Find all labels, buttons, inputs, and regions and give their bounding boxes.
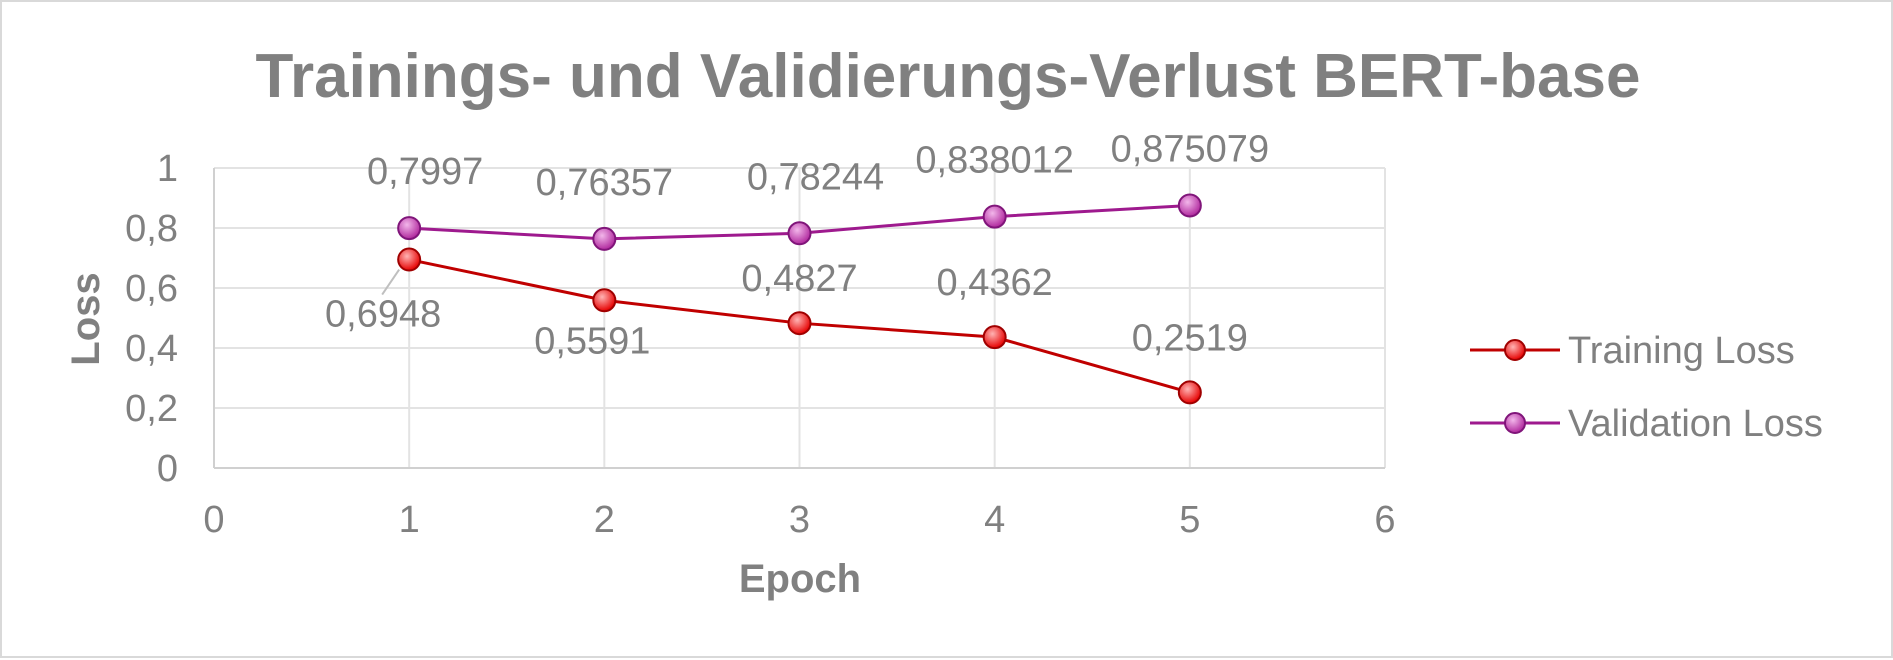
x-tick-label: 6 [1374,499,1395,541]
y-tick-label: 0,6 [125,268,178,310]
data-point-training [592,288,617,313]
y-tick-label: 0 [157,448,178,490]
legend-label-validation: Validation Loss [1568,403,1823,445]
data-label-training: 0,6948 [325,294,441,336]
y-tick-label: 0,2 [125,388,178,430]
axes: 0 0,2 0,4 0,6 0,8 1 0 1 2 3 4 5 6 [125,148,1395,541]
legend: Training Loss Validation Loss [1470,330,1823,445]
data-point-training [1177,380,1202,405]
data-label-training: 0,5591 [534,320,650,362]
data-point-validation [1177,193,1202,218]
chart-title: Trainings- und Validierungs-Verlust BERT… [256,42,1641,111]
data-label-training: 0,4827 [741,258,857,300]
data-labels: 0,6948 0,5591 0,4827 0,4362 0,2519 0,7997 0,76… [325,128,1269,362]
x-tick-label: 4 [984,499,1005,541]
y-tick-label: 1 [157,148,178,190]
data-label-validation: 0,78244 [747,156,884,198]
series [397,193,1202,405]
x-tick-label: 0 [203,499,224,541]
x-tick-label: 2 [594,499,615,541]
x-tick-label: 1 [399,499,420,541]
label-leader-line [381,268,400,296]
legend-item-validation: Validation Loss [1470,403,1823,445]
legend-label-training: Training Loss [1568,330,1795,372]
legend-marker-validation [1504,412,1526,434]
legend-marker-training [1504,339,1526,361]
data-label-training: 0,2519 [1132,317,1248,359]
legend-item-training: Training Loss [1470,330,1795,372]
data-label-validation: 0,7997 [367,151,483,193]
x-tick-label: 5 [1179,499,1200,541]
data-point-validation [787,221,812,246]
data-label-training: 0,4362 [937,262,1053,304]
data-point-validation [592,226,617,251]
y-tick-label: 0,8 [125,208,178,250]
data-label-validation: 0,875079 [1111,128,1270,170]
x-axis-title: Epoch [739,557,861,601]
data-point-training [787,311,812,336]
data-label-validation: 0,76357 [536,162,673,204]
y-axis-title: Loss [64,272,108,365]
data-point-validation [982,204,1007,229]
data-point-validation [397,216,422,241]
data-label-validation: 0,838012 [915,140,1074,182]
data-point-training [397,247,422,272]
data-point-training [982,325,1007,350]
y-tick-label: 0,4 [125,328,178,370]
x-tick-label: 3 [789,499,810,541]
